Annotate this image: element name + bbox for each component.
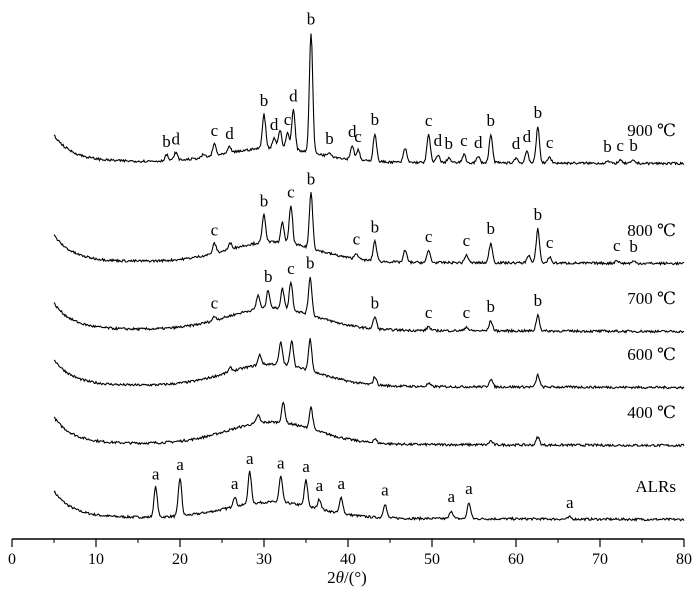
x-axis: 0 10 20 30 40 50 60 70 80	[8, 538, 692, 568]
peak-label: b	[162, 132, 171, 151]
peak-label: c	[425, 227, 433, 246]
x-tick-label: 80	[676, 551, 692, 568]
peak-label: b	[603, 137, 612, 156]
peak-label: d	[512, 134, 521, 153]
diffraction-curves	[53, 33, 685, 522]
peak-label: c	[613, 236, 621, 255]
peak-label: c	[546, 233, 554, 252]
x-axis-title: 2θ/(°)	[327, 568, 367, 587]
peak-label: b	[487, 219, 496, 238]
peak-label: b	[445, 134, 454, 153]
x-tick-label: 10	[88, 551, 104, 568]
peak-label: d	[348, 122, 357, 141]
peak-label: a	[176, 455, 184, 474]
peak-label: a	[231, 474, 239, 493]
peak-label: a	[302, 457, 310, 476]
peak-label: b	[534, 205, 543, 224]
peak-label: c	[425, 111, 433, 130]
series-label: 600 ℃	[627, 345, 676, 364]
peak-label: b	[371, 218, 380, 237]
peak-label: c	[616, 136, 624, 155]
series-label: 900 ℃	[627, 121, 676, 140]
peak-label: a	[246, 449, 254, 468]
peak-label: c	[425, 303, 433, 322]
x-tick-label: 40	[340, 551, 356, 568]
series-curve	[53, 192, 685, 267]
peak-label: b	[629, 136, 638, 155]
peak-label: c	[546, 133, 554, 152]
peak-label: d	[172, 130, 181, 149]
peak-label: a	[338, 474, 346, 493]
x-tick-label: 70	[592, 551, 608, 568]
peak-label: d	[434, 131, 443, 150]
peak-label: c	[463, 231, 471, 250]
peak-label: a	[465, 479, 473, 498]
peak-label: d	[523, 127, 532, 146]
x-tick-label: 0	[8, 551, 16, 568]
peak-label: b	[260, 91, 269, 110]
x-tick-label: 30	[256, 551, 272, 568]
peak-label: d	[474, 133, 483, 152]
peak-label: c	[353, 230, 361, 249]
peak-label: c	[287, 183, 295, 202]
x-tick-label: 50	[424, 551, 440, 568]
series-curve	[53, 338, 685, 390]
peak-label: a	[152, 464, 160, 483]
series-curve	[53, 276, 685, 334]
peak-label: a	[448, 487, 456, 506]
peak-label: b	[307, 9, 316, 28]
peak-label: c	[211, 220, 219, 239]
peak-label: c	[287, 259, 295, 278]
peak-label: a	[566, 493, 574, 512]
peak-label: b	[325, 129, 334, 148]
peak-label: a	[277, 453, 285, 472]
series-label: ALRs	[635, 477, 676, 496]
peak-label: a	[381, 480, 389, 499]
series-curve	[53, 401, 685, 448]
peak-label: b	[371, 110, 380, 129]
series-label: 700 ℃	[627, 289, 676, 308]
peak-label: b	[307, 169, 316, 188]
peak-label: b	[306, 254, 315, 273]
series-curve	[53, 33, 685, 166]
x-tick-label: 60	[508, 551, 524, 568]
x-tick-label: 20	[172, 551, 188, 568]
peak-label: d	[225, 124, 234, 143]
peak-label: a	[316, 476, 324, 495]
peak-label: d	[289, 86, 298, 105]
peak-label: c	[284, 110, 292, 129]
peak-label: b	[371, 293, 380, 312]
peak-label: c	[463, 303, 471, 322]
peak-label: b	[487, 111, 496, 130]
peak-label: c	[211, 121, 219, 140]
peak-label: c	[354, 127, 362, 146]
series-label: 800 ℃	[627, 221, 676, 240]
peak-label: d	[270, 115, 279, 134]
peak-label: c	[211, 294, 219, 313]
series-label: 400 ℃	[627, 403, 676, 422]
peak-label: b	[534, 291, 543, 310]
peak-label: b	[260, 191, 269, 210]
peak-label: b	[534, 103, 543, 122]
series-curve	[53, 470, 685, 522]
peak-label: b	[264, 267, 273, 286]
peak-label: c	[460, 131, 468, 150]
peak-label: b	[629, 237, 638, 256]
peak-label: b	[487, 297, 496, 316]
